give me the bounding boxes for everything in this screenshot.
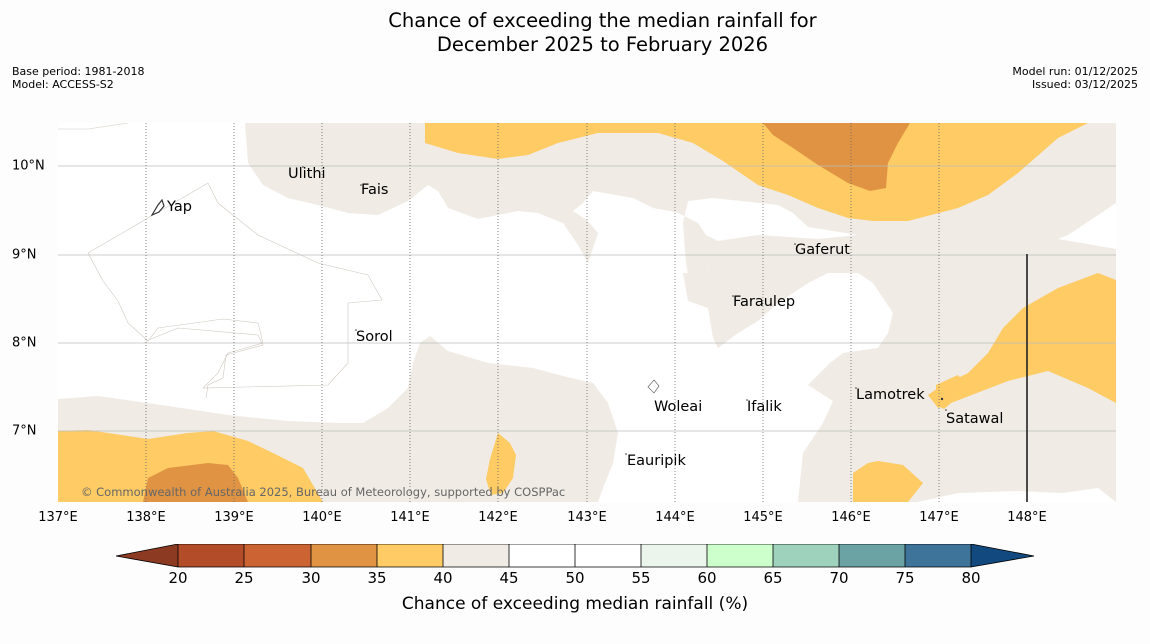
x-tick-label: 147°E [919, 510, 959, 525]
issued-text: Issued: 03/12/2025 [1031, 78, 1138, 91]
colorbar-segment [443, 544, 509, 567]
map-svg [58, 123, 1116, 502]
x-tick-label: 138°E [126, 510, 166, 525]
colorbar-above-arrow [971, 544, 1034, 567]
meta-left: Base period: 1981-2018 Model: ACCESS-S2 [12, 65, 144, 91]
x-tick-label: 141°E [390, 510, 430, 525]
place-label-lamotrek: Lamotrek [856, 387, 925, 403]
colorbar-tick: 20 [168, 569, 188, 587]
colorbar-segment [773, 544, 839, 567]
base-period-text: Base period: 1981-2018 [12, 65, 145, 78]
place-label-gaferut: Gaferut [795, 242, 850, 258]
colorbar-tick: 35 [367, 569, 387, 587]
place-label-fais: Fais [361, 182, 389, 198]
faraulep-dot [732, 295, 734, 297]
gaferut-dot [794, 243, 796, 245]
lamotrek-point [855, 387, 857, 389]
x-tick-label: 139°E [214, 510, 254, 525]
region-35-40-top [425, 123, 1088, 221]
place-label-satawal: Satawal [946, 411, 1004, 427]
fais-dot [360, 184, 362, 186]
x-tick-label: 140°E [302, 510, 342, 525]
y-tick-label: 9°N [12, 247, 37, 263]
title-line-2: December 2025 to February 2026 [436, 33, 769, 56]
sorol-dot [355, 329, 357, 331]
place-label-eauripik: Eauripik [627, 453, 686, 469]
place-label-woleai: Woleai [654, 399, 703, 415]
region-30-35-left [143, 463, 248, 502]
colorbar-segment [244, 544, 311, 567]
x-tick-label: 145°E [743, 510, 783, 525]
x-tick-label: 144°E [655, 510, 695, 525]
colorbar-tick: 60 [697, 569, 717, 587]
colorbar-tick: 40 [433, 569, 453, 587]
colorbar-segment [178, 544, 244, 567]
contour-line [87, 182, 383, 399]
colorbar-segment [641, 544, 707, 567]
colorbar-tick: 45 [499, 569, 519, 587]
y-tick-label: 7°N [12, 423, 37, 439]
satawal-dot [945, 409, 947, 411]
colorbar-segment [377, 544, 443, 567]
colorbar-segment [905, 544, 971, 567]
model-text: Model: ACCESS-S2 [12, 78, 114, 91]
colorbar-segment [707, 544, 773, 567]
meridians [145, 123, 940, 502]
title-line-1: Chance of exceeding the median rainfall … [388, 9, 817, 32]
map-area[interactable] [58, 123, 1116, 502]
colorbar-segment [311, 544, 377, 567]
region-30-35-top [763, 123, 910, 191]
colorbar-tick: 70 [829, 569, 849, 587]
ifalik-dot [746, 399, 748, 401]
y-tick-label: 10°N [12, 158, 45, 174]
colorbar-dividers [116, 544, 1035, 568]
colorbar-tick: 65 [763, 569, 783, 587]
x-tick-label: 137°E [38, 510, 78, 525]
region-35-40-right [928, 273, 1116, 408]
x-tick-label: 148°E [1007, 510, 1047, 525]
colorbar-tick: 30 [301, 569, 321, 587]
region-35-40-lamotrek [936, 375, 963, 409]
woleai-island-shape [647, 379, 660, 394]
place-label-sorol: Sorol [356, 329, 393, 345]
colorbar-tick: 55 [631, 569, 651, 587]
x-tick-label: 143°E [567, 510, 607, 525]
model-run-text: Model run: 01/12/2025 [1012, 65, 1138, 78]
colorbar-below-arrow [116, 544, 178, 567]
place-label-yap: Yap [167, 199, 192, 215]
chart-title: Chance of exceeding the median rainfall … [0, 9, 1150, 57]
region-35-40-center [486, 433, 516, 495]
colorbar-tick: 80 [961, 569, 981, 587]
region-35-40-south [853, 461, 923, 502]
colorbar [116, 544, 1035, 568]
place-label-ifalik: Ifalik [747, 399, 782, 415]
yap-island-shape [150, 198, 165, 217]
region-40-45-right [683, 235, 1116, 502]
place-label-faraulep: Faraulep [733, 294, 796, 310]
contour-line-top [58, 123, 129, 130]
colorbar-segment [839, 544, 905, 567]
colorbar-tick: 25 [234, 569, 254, 587]
x-tick-label: 142°E [478, 510, 518, 525]
lamotrek-dot [940, 397, 944, 401]
eauripik-dot [625, 453, 627, 455]
ulithi-dot [302, 166, 304, 168]
y-tick-label: 8°N [12, 335, 37, 351]
x-tick-label: 146°E [831, 510, 871, 525]
colorbar-tick: 75 [895, 569, 915, 587]
place-label-ulithi: Ulithi [288, 166, 326, 182]
meta-right: Model run: 01/12/2025 Issued: 03/12/2025 [1012, 65, 1138, 91]
colorbar-segment [509, 544, 575, 567]
colorbar-label: Chance of exceeding median rainfall (%) [401, 594, 749, 614]
colorbar-tick: 50 [565, 569, 585, 587]
colorbar-segment [575, 544, 641, 567]
copyright-text: © Commonwealth of Australia 2025, Bureau… [81, 485, 566, 499]
